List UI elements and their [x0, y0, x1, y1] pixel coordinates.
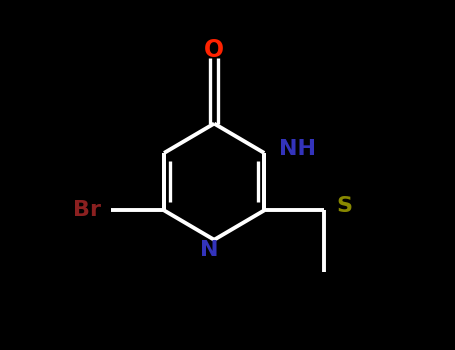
Text: S: S — [336, 196, 352, 216]
Text: Br: Br — [73, 201, 101, 220]
Text: O: O — [204, 38, 224, 62]
Text: N: N — [200, 240, 218, 260]
Text: NH: NH — [279, 139, 316, 159]
